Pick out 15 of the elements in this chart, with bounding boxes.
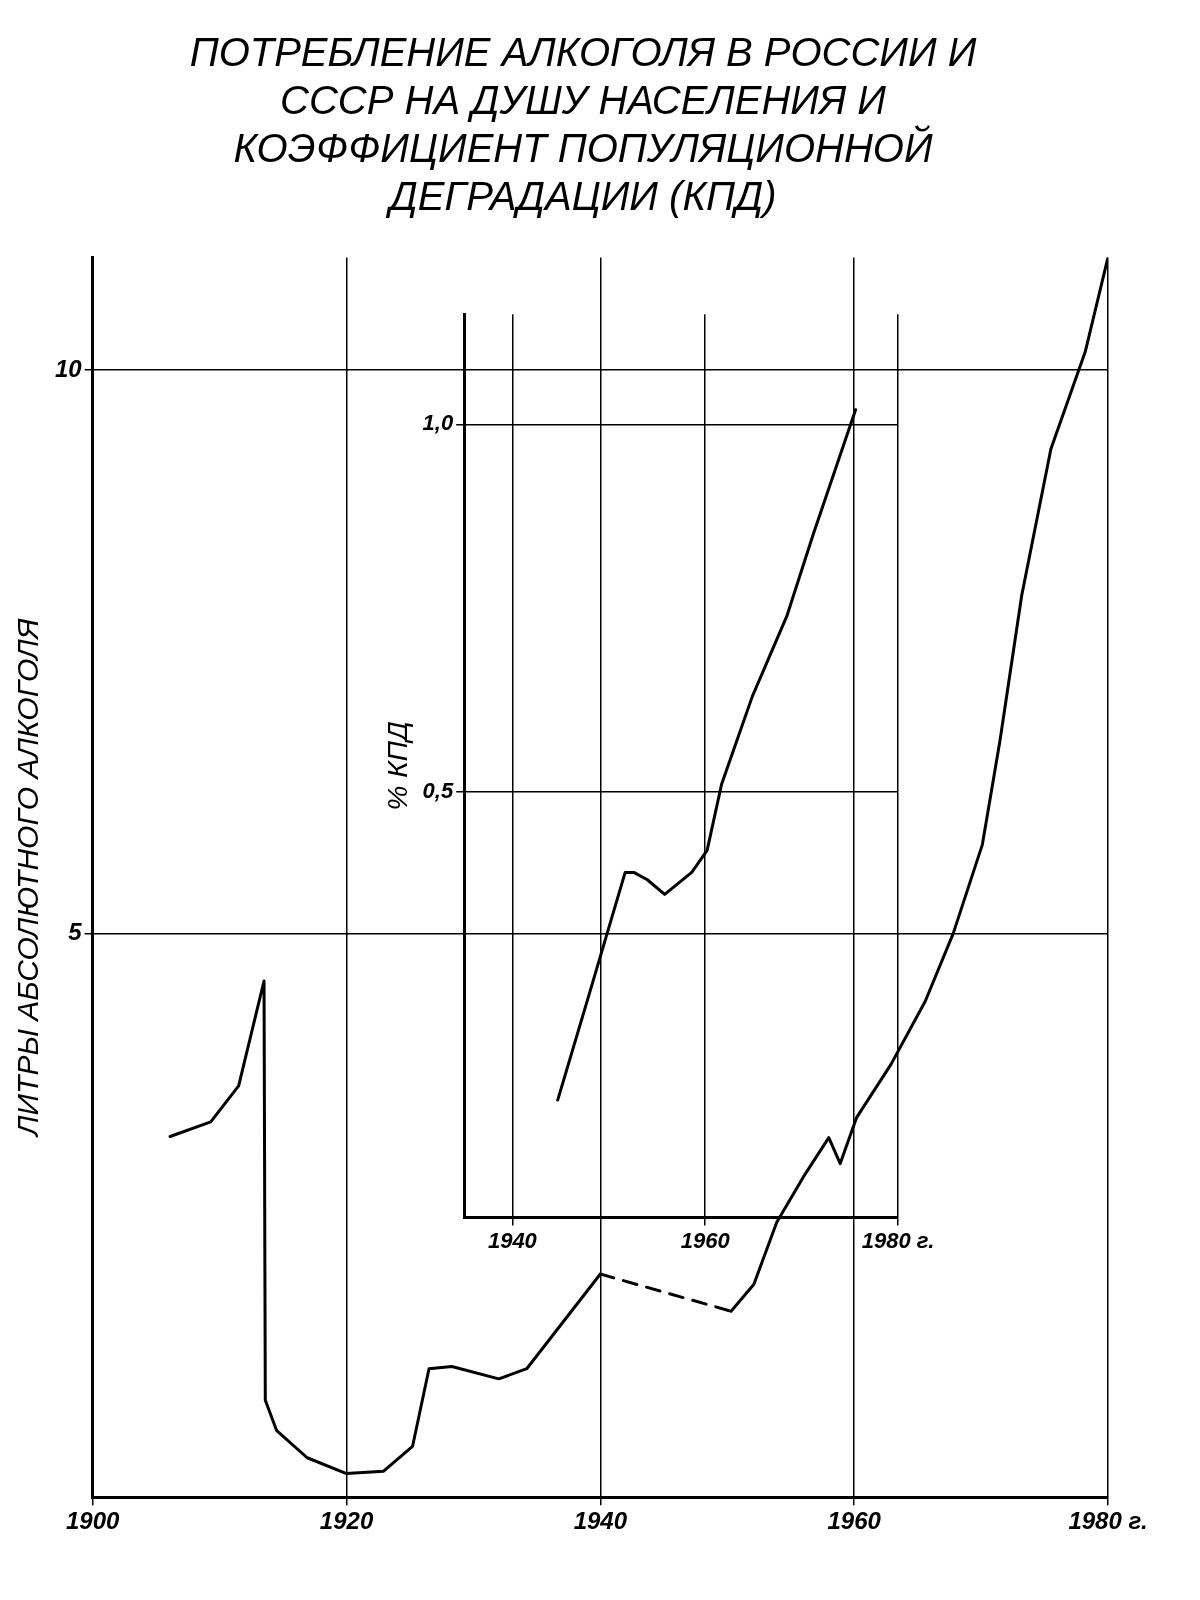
y-axis-title: ЛИТРЫ АБСОЛЮТНОГО АЛКОГОЛЯ: [11, 618, 45, 1138]
y-tick-label: 10: [54, 354, 83, 382]
x-tick-label: 1960: [827, 1507, 882, 1535]
x-tick-label: 1980 г.: [1068, 1507, 1148, 1535]
x-tick-label: 1900: [66, 1507, 121, 1535]
y-tick-label: 1,0: [422, 410, 454, 436]
x-tick-label: 1960: [680, 1227, 731, 1253]
x-tick-label: 1920: [319, 1507, 374, 1535]
chart-title: ПОТРЕБЛЕНИЕ АЛКОГОЛЯ В РОССИИ И СССР НА ДУШУ НАСЕЛЕНИЯ И КОЭФФИЦИЕНТ ПОПУЛЯЦИОННОЙ ДЕГРАДАЦИИ (КПД): [188, 29, 978, 220]
y-axis-title: % КПД: [381, 721, 413, 811]
x-tick-label: 1940: [487, 1227, 538, 1253]
x-tick-label: 1940: [573, 1507, 628, 1535]
y-tick-label: 5: [68, 918, 83, 946]
y-tick-label: 0,5: [422, 777, 454, 803]
x-tick-label: 1980 г.: [861, 1227, 935, 1253]
